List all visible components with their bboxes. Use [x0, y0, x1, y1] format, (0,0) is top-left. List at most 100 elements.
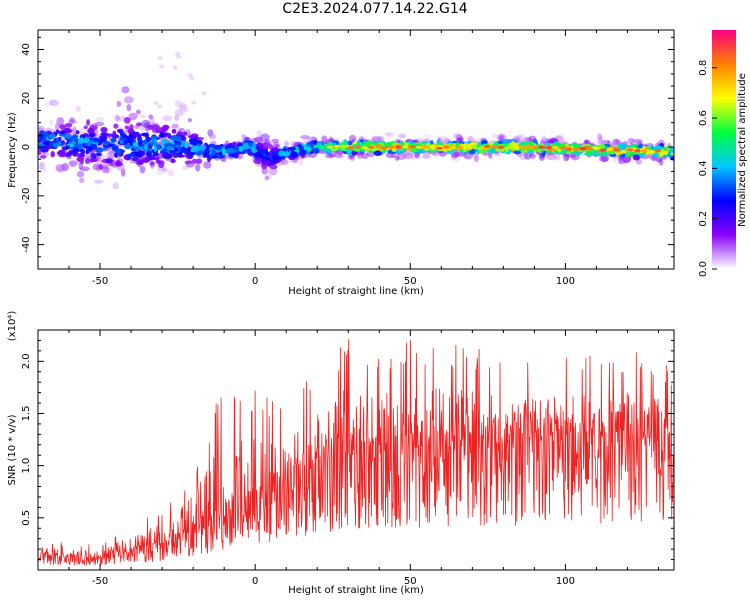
spectrogram-peak-blob [654, 149, 662, 153]
spectrogram-core-blob [170, 158, 176, 164]
spectrogram-speck [153, 101, 159, 105]
spectrogram-core-blob [140, 150, 146, 156]
spectrogram-peak-blob [531, 145, 539, 149]
spectrogram-peak-blob [641, 149, 648, 153]
y-tick-label: 0 [21, 144, 32, 150]
spectrogram-peak-blob [443, 145, 450, 149]
spectrogram-peak-blob [463, 145, 470, 149]
spectrogram-halo-blob [53, 100, 60, 106]
spectrogram-halo-blob [284, 140, 289, 146]
spectrogram-halo-blob [612, 155, 617, 163]
spectrogram-halo-blob [156, 168, 166, 175]
spectrogram-peak-blob [518, 145, 525, 149]
spectrogram-halo-blob [631, 138, 636, 145]
spectrogram-speck [189, 76, 195, 80]
spectrogram-peak-blob [374, 144, 382, 148]
x-axis-label: Height of straight line (km) [288, 585, 424, 596]
spectrogram-peak-blob [409, 144, 416, 149]
spectrogram-speck [159, 64, 165, 69]
spectrogram-halo-blob [148, 114, 154, 120]
spectrogram-halo-blob [396, 152, 406, 160]
spectrogram-core-blob [116, 148, 122, 155]
spectrogram-halo-blob [565, 152, 570, 161]
spectrogram-core-blob [572, 143, 581, 149]
spectrogram-core-blob [144, 143, 148, 151]
spectrogram-peak-blob [600, 148, 607, 152]
spectrogram-halo-blob [174, 114, 180, 122]
spectrogram-core-blob [161, 125, 167, 132]
spectrogram-core-blob [55, 129, 60, 134]
spectrogram-halo-blob [185, 129, 191, 137]
spectrogram-speck [157, 104, 163, 109]
spectrogram-core-blob [202, 151, 209, 157]
spectrogram-halo-blob [496, 151, 501, 156]
spectrogram-core-blob [44, 131, 49, 136]
spectrogram-core-blob [269, 164, 278, 170]
spectrogram-core-blob [137, 141, 143, 146]
colorbar-tick-label: 0.2 [698, 211, 709, 227]
spectrogram-core-blob [116, 128, 124, 133]
spectrogram-speck [179, 105, 185, 110]
spectrogram-core-blob [271, 154, 279, 160]
spectrogram-core-blob [214, 145, 223, 151]
spectrogram-core-blob [79, 137, 84, 141]
spectrogram-core-blob [282, 148, 288, 152]
spectrogram-peak-blob [565, 147, 573, 151]
spectrogram-core-blob [127, 153, 134, 157]
spectrogram-core-blob [85, 158, 90, 164]
spectrogram-peak-blob [552, 145, 559, 150]
spectrogram-halo-blob [123, 96, 134, 104]
spectrogram-peak-blob [333, 144, 341, 149]
spectrogram-halo-blob [39, 162, 45, 170]
spectrogram-halo-blob [584, 139, 591, 145]
spectrogram-core-blob [373, 150, 382, 156]
y-tick-label: 0.5 [21, 510, 32, 526]
spectrogram-core-blob [287, 146, 296, 151]
snr-line [38, 339, 674, 566]
spectrogram-halo-blob [361, 152, 369, 159]
spectrogram-core-blob [72, 147, 79, 155]
spectrogram-halo-blob [349, 154, 356, 162]
x-tick-label: 0 [252, 576, 258, 587]
spectrogram-core-blob [90, 153, 97, 159]
spectrogram-core-blob [95, 152, 103, 157]
spectrogram-core-blob [71, 140, 77, 145]
spectrogram-core-blob [356, 139, 361, 147]
spectrogram-halo-blob [376, 136, 385, 142]
spectrogram-core-blob [142, 158, 150, 163]
spectrogram-core-blob [40, 155, 47, 159]
spectrogram-core-blob [132, 141, 139, 147]
spectrogram-halo-blob [457, 136, 464, 142]
spectrogram-core-blob [166, 145, 174, 151]
spectrogram-core-blob [259, 154, 264, 159]
spectrogram-halo-blob [38, 125, 45, 131]
spectrogram-halo-blob [109, 150, 116, 158]
spectrogram-core-blob [127, 128, 134, 134]
snr-frame [37, 329, 675, 571]
spectrogram-peak-blob [327, 145, 334, 149]
spectrogram-halo-blob [453, 154, 460, 162]
spectrogram-halo-blob [414, 153, 420, 158]
spectrogram-halo-blob [94, 179, 104, 184]
spectrogram-core-blob [225, 147, 235, 153]
spectrogram-halo-blob [135, 109, 141, 115]
spectrogram-halo-blob [618, 157, 623, 163]
spectrogram-peak-blob [634, 149, 641, 153]
spectrogram-core-blob [607, 149, 617, 155]
spectrogram-core-blob [57, 140, 62, 147]
colorbar-tick-label: 0.8 [698, 60, 709, 76]
spectrogram-core-blob [313, 147, 320, 154]
spectrogram-core-blob [123, 117, 131, 124]
spectrogram-peak-blob [340, 144, 348, 148]
spectrogram-core-blob [572, 150, 580, 155]
y-tick-label: 20 [21, 92, 32, 105]
spectrogram-halo-blob [39, 163, 47, 172]
spectrogram-halo-blob [115, 115, 121, 122]
spectrogram-halo-blob [56, 165, 65, 174]
spectrogram-core-blob [100, 132, 109, 137]
spectrogram-halo-blob [207, 129, 214, 137]
spectrogram-peak-blob [613, 148, 621, 152]
spectrogram-speck [174, 51, 180, 56]
spectrogram-halo-blob [95, 121, 105, 127]
spectrogram-core-blob [77, 143, 83, 150]
